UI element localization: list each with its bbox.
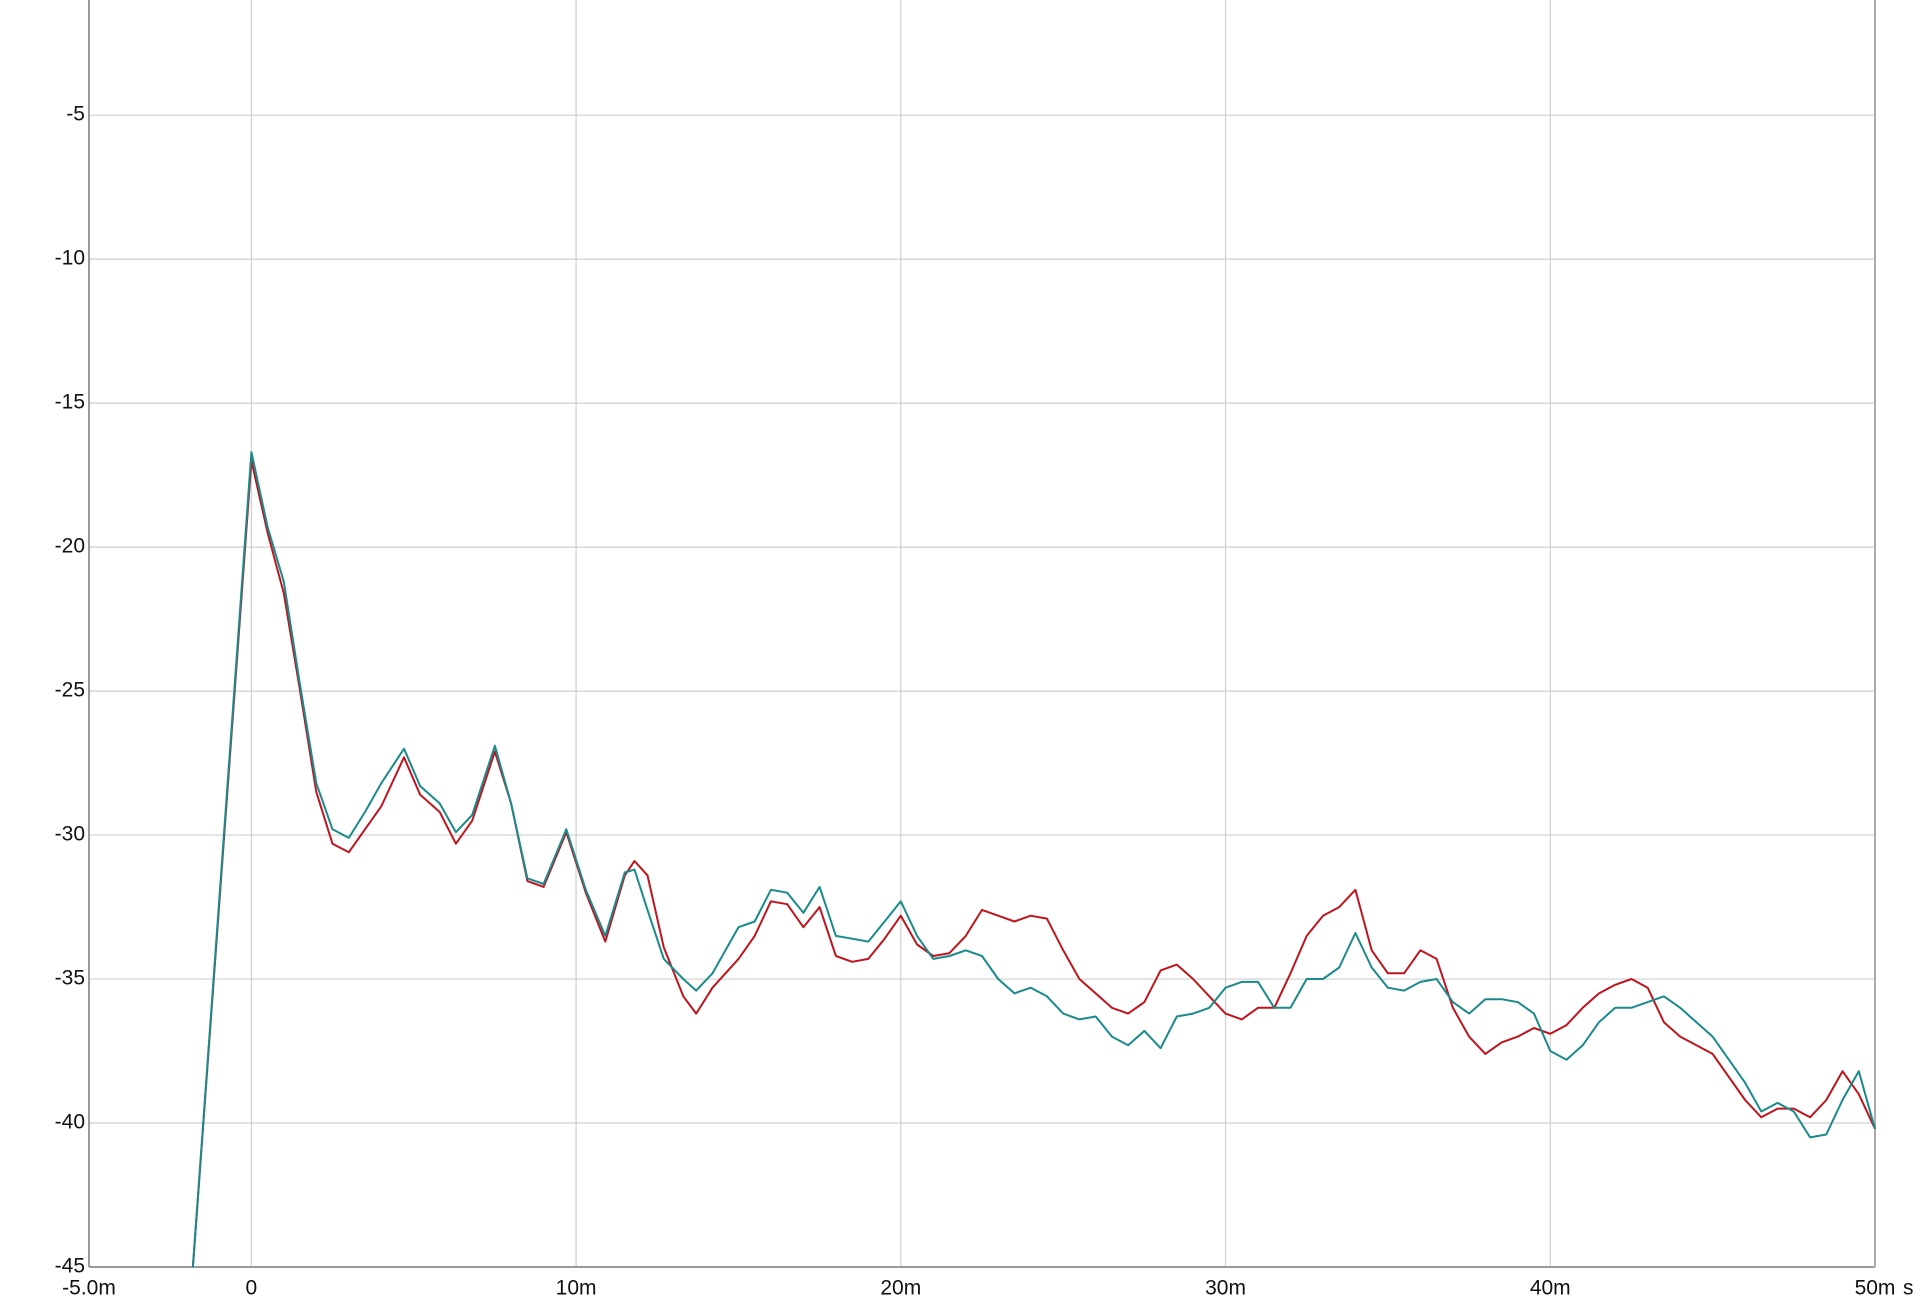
y-tick-label: -20 — [55, 535, 85, 558]
x-tick-label: 10m — [556, 1277, 597, 1300]
x-tick-label: -5.0m — [62, 1277, 116, 1300]
x-tick-label: 20m — [880, 1277, 921, 1300]
x-tick-label: 0 — [246, 1277, 258, 1300]
y-tick-label: -40 — [55, 1111, 85, 1134]
y-tick-label: -10 — [55, 247, 85, 270]
series-line — [191, 459, 1876, 1268]
y-tick-label: -35 — [55, 967, 85, 990]
x-tick-label: 40m — [1530, 1277, 1571, 1300]
x-tick-label: 50m — [1855, 1277, 1896, 1300]
x-axis-unit: s — [1903, 1277, 1914, 1300]
x-tick-label: 30m — [1205, 1277, 1246, 1300]
y-tick-label: -5 — [66, 103, 85, 126]
y-tick-label: -45 — [55, 1255, 85, 1278]
y-tick-label: -25 — [55, 679, 85, 702]
y-tick-label: -30 — [55, 823, 85, 846]
y-tick-label: -15 — [55, 391, 85, 414]
series-line — [191, 451, 1876, 1268]
